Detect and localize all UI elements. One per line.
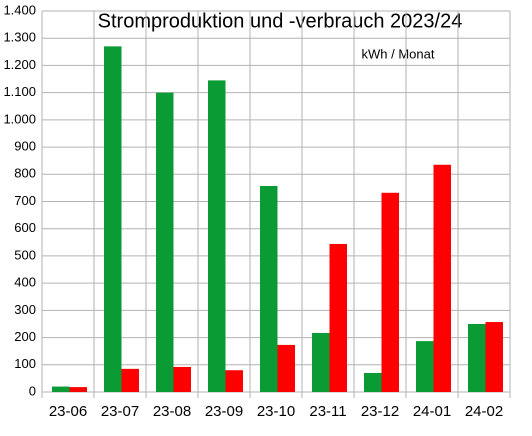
y-tick-label: 900 — [14, 139, 36, 154]
x-tick-label: 23-07 — [101, 403, 139, 420]
x-tick-label: 23-10 — [257, 403, 295, 420]
bar — [485, 322, 503, 392]
y-tick-label: 400 — [14, 275, 36, 290]
y-tick-label: 700 — [14, 193, 36, 208]
y-tick-label: 1.400 — [3, 2, 36, 17]
bar — [416, 341, 434, 392]
bar — [173, 366, 191, 392]
y-tick-label: 500 — [14, 247, 36, 262]
y-tick-label: 300 — [14, 302, 36, 317]
bar — [208, 80, 226, 393]
bar — [260, 185, 278, 392]
y-tick-label: 1.000 — [3, 111, 36, 126]
bar — [121, 368, 139, 392]
y-tick-label: 1.100 — [3, 84, 36, 99]
bar — [225, 370, 243, 392]
bar — [433, 164, 451, 392]
chart-title: Stromproduktion und -verbrauch 2023/24 — [98, 10, 463, 32]
bar — [156, 92, 174, 393]
x-tick-label: 23-11 — [309, 403, 346, 420]
y-tick-label: 800 — [14, 166, 36, 181]
y-tick-label: 0 — [29, 383, 36, 398]
x-tick-label: 24-02 — [465, 403, 503, 420]
x-tick-label: 23-06 — [49, 403, 87, 420]
x-tick-label: 23-08 — [153, 403, 191, 420]
y-tick-label: 1.300 — [3, 30, 36, 45]
chart-subtitle: kWh / Monat — [362, 46, 435, 61]
x-tick-label: 23-09 — [205, 403, 243, 420]
bar — [381, 192, 399, 392]
bar — [52, 386, 70, 392]
bar — [69, 387, 87, 392]
bar — [329, 243, 347, 392]
y-tick-label: 100 — [14, 356, 36, 371]
x-tick-label: 24-01 — [413, 403, 451, 420]
bar — [312, 332, 330, 392]
bar — [468, 323, 486, 392]
bar — [104, 46, 122, 392]
y-tick-label: 200 — [14, 329, 36, 344]
y-tick-label: 1.200 — [3, 57, 36, 72]
bar — [277, 344, 295, 392]
y-tick-label: 600 — [14, 220, 36, 235]
x-tick-label: 23-12 — [361, 403, 399, 420]
bar — [364, 372, 382, 392]
